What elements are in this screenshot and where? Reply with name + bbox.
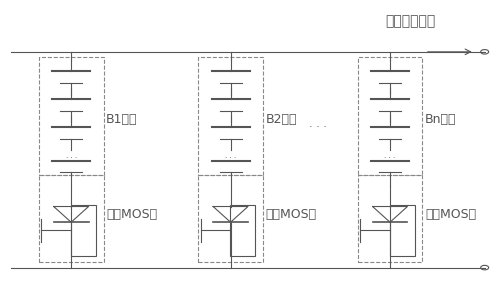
Text: B1模组: B1模组 — [106, 113, 137, 126]
Text: Bn模组: Bn模组 — [425, 113, 456, 126]
Text: · · ·: · · · — [225, 155, 236, 161]
Bar — [39, 57, 104, 175]
Text: · · ·: · · · — [309, 123, 327, 132]
Bar — [39, 175, 104, 262]
Text: B2模组: B2模组 — [266, 113, 297, 126]
Text: 放电电流方向: 放电电流方向 — [385, 14, 435, 28]
Bar — [358, 57, 422, 175]
Text: 放电MOS管: 放电MOS管 — [266, 208, 317, 221]
Text: · · ·: · · · — [384, 155, 396, 161]
Bar — [230, 205, 256, 256]
Text: 放电MOS管: 放电MOS管 — [425, 208, 476, 221]
Text: 放电MOS管: 放电MOS管 — [106, 208, 157, 221]
Bar — [198, 175, 263, 262]
Bar — [389, 205, 415, 256]
Bar — [358, 175, 422, 262]
Bar — [71, 205, 96, 256]
Text: · · ·: · · · — [66, 155, 77, 161]
Bar — [198, 57, 263, 175]
